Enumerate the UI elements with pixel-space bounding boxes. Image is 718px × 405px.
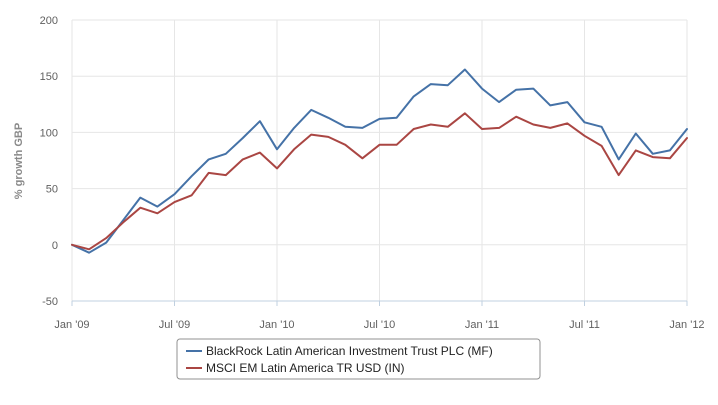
series-line-0[interactable] (71, 68, 688, 254)
y-tick-label: 0 (52, 240, 58, 252)
grid (71, 19, 688, 302)
x-tick-label: Jan '09 (54, 319, 89, 331)
legend[interactable]: BlackRock Latin American Investment Trus… (176, 338, 541, 380)
y-tick-label: -50 (42, 296, 58, 308)
x-tick-label: Jul '10 (364, 319, 395, 331)
y-tick-label: 50 (46, 184, 58, 196)
legend-item-blackrock[interactable]: BlackRock Latin American Investment Trus… (186, 344, 493, 358)
x-tick-label: Jul '11 (569, 319, 600, 331)
y-tick-label: 200 (40, 15, 58, 27)
y-tick-label: 150 (40, 71, 58, 83)
series-line-1[interactable] (71, 112, 688, 251)
legend-item-msci[interactable]: MSCI EM Latin America TR USD (IN) (186, 361, 404, 375)
legend-label-blackrock: BlackRock Latin American Investment Trus… (206, 344, 493, 358)
y-axis-label: % growth GBP (13, 123, 25, 199)
axes: Jan '09 Jul '09 Jan '10 Jul '10 Jan '11 Jul '… (40, 15, 705, 331)
x-tick-label: Jan '11 (465, 319, 499, 331)
legend-box (176, 338, 541, 380)
x-tick-label: Jan '12 (669, 319, 704, 331)
legend-label-msci: MSCI EM Latin America TR USD (IN) (206, 361, 404, 375)
series-lines (71, 68, 688, 254)
y-tick-label: 100 (40, 127, 58, 139)
x-tick-label: Jul '09 (159, 319, 190, 331)
x-tick-label: Jan '10 (259, 319, 294, 331)
